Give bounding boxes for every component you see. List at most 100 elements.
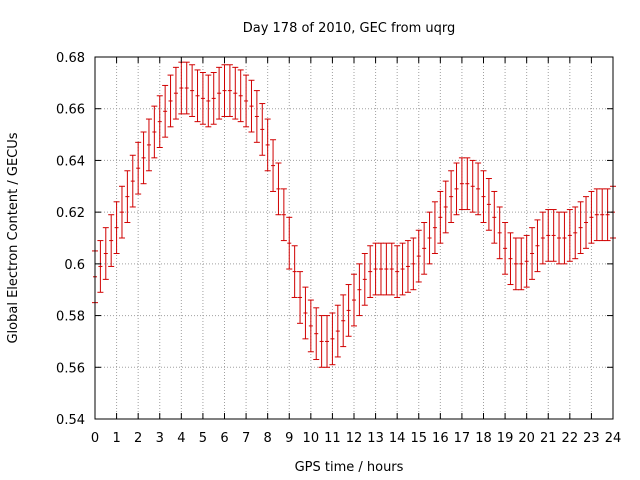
error-bar bbox=[437, 190, 444, 244]
error-bar bbox=[431, 201, 438, 255]
error-bar bbox=[324, 315, 331, 368]
error-bar bbox=[464, 157, 471, 211]
error-bar bbox=[410, 237, 417, 291]
error-bar bbox=[377, 242, 384, 296]
x-tick-label: 6 bbox=[220, 431, 228, 446]
error-bar bbox=[372, 242, 379, 296]
error-bar bbox=[539, 211, 546, 265]
x-tick-label: 19 bbox=[497, 431, 514, 446]
error-bar bbox=[340, 294, 347, 348]
error-bar bbox=[286, 216, 293, 270]
error-bar bbox=[151, 105, 158, 159]
x-axis-label: GPS time / hours bbox=[295, 460, 404, 475]
y-tick-label: 0.68 bbox=[56, 51, 85, 66]
y-tick-label: 0.56 bbox=[56, 361, 85, 376]
error-bar bbox=[156, 95, 163, 148]
error-bar bbox=[491, 190, 498, 244]
error-bar bbox=[545, 209, 552, 262]
error-bar bbox=[216, 66, 223, 120]
error-bar bbox=[210, 72, 217, 125]
error-bar bbox=[415, 229, 422, 283]
error-bar bbox=[145, 118, 152, 172]
error-bar bbox=[469, 159, 476, 213]
error-bar bbox=[194, 69, 201, 123]
error-bar bbox=[253, 90, 260, 143]
x-tick-label: 23 bbox=[583, 431, 600, 446]
y-tick-label: 0.54 bbox=[56, 413, 85, 428]
error-bar bbox=[604, 188, 611, 242]
x-tick-label: 21 bbox=[540, 431, 557, 446]
error-bar bbox=[577, 201, 584, 255]
error-bar bbox=[421, 221, 428, 275]
error-bar bbox=[162, 84, 169, 138]
error-bar bbox=[221, 64, 228, 117]
axis-ticks bbox=[94, 56, 614, 420]
error-bar bbox=[189, 64, 196, 117]
error-bar bbox=[502, 221, 509, 275]
x-tick-label: 5 bbox=[199, 431, 207, 446]
error-bar bbox=[113, 201, 120, 255]
y-tick-label: 0.62 bbox=[56, 206, 85, 221]
error-bar bbox=[534, 219, 541, 273]
error-bar bbox=[167, 74, 174, 128]
error-bar bbox=[512, 237, 519, 291]
error-bar bbox=[556, 211, 563, 265]
x-tick-label: 12 bbox=[346, 431, 363, 446]
error-bar bbox=[453, 162, 460, 216]
error-bar bbox=[351, 273, 357, 327]
error-bar bbox=[356, 263, 363, 317]
error-bar bbox=[507, 232, 514, 286]
error-bar bbox=[361, 253, 368, 306]
error-bar bbox=[448, 170, 455, 223]
error-bar bbox=[388, 242, 395, 296]
x-tick-label: 24 bbox=[605, 431, 622, 446]
error-bar bbox=[237, 69, 244, 123]
x-tick-label: 14 bbox=[389, 431, 406, 446]
x-tick-label: 8 bbox=[264, 431, 272, 446]
error-bar bbox=[583, 196, 590, 249]
error-bar bbox=[264, 118, 271, 172]
x-tick-label: 10 bbox=[303, 431, 320, 446]
x-tick-label: 1 bbox=[112, 431, 120, 446]
error-bar bbox=[259, 103, 266, 156]
x-tick-label: 18 bbox=[475, 431, 492, 446]
error-bar bbox=[318, 315, 325, 368]
error-bar bbox=[205, 74, 212, 128]
y-tick-label: 0.58 bbox=[56, 310, 85, 325]
error-bar bbox=[588, 190, 595, 244]
error-bar bbox=[367, 245, 374, 298]
x-tick-label: 16 bbox=[432, 431, 449, 446]
x-tick-label: 4 bbox=[177, 431, 185, 446]
error-bar bbox=[566, 209, 573, 262]
error-bar bbox=[307, 299, 314, 353]
error-bar bbox=[108, 214, 115, 267]
error-bar bbox=[399, 242, 406, 296]
y-tick-label: 0.6 bbox=[64, 258, 85, 273]
error-bar bbox=[275, 162, 282, 216]
error-bar bbox=[599, 188, 606, 242]
x-tick-label: 2 bbox=[134, 431, 142, 446]
x-tick-label: 20 bbox=[518, 431, 535, 446]
error-bar bbox=[248, 79, 255, 133]
error-bar bbox=[334, 304, 341, 358]
error-bar bbox=[97, 240, 104, 293]
tick-labels: 0 1 2 3 4 5 6 7 8 9 10 11 12 13 14 15 16 17 18 19 20 21 22 23 24… bbox=[56, 51, 621, 446]
error-bar bbox=[183, 61, 190, 115]
error-bar bbox=[404, 240, 411, 293]
error-bar bbox=[199, 72, 206, 125]
error-bar bbox=[232, 66, 239, 120]
error-bar bbox=[529, 227, 536, 280]
error-bar bbox=[345, 284, 352, 337]
grid bbox=[95, 57, 613, 419]
error-bar bbox=[270, 139, 277, 192]
error-bar bbox=[178, 61, 185, 115]
x-tick-label: 9 bbox=[285, 431, 293, 446]
error-bar bbox=[291, 245, 298, 298]
x-tick-label: 15 bbox=[410, 431, 427, 446]
error-bar bbox=[129, 154, 136, 208]
error-bar bbox=[280, 188, 287, 242]
x-tick-label: 22 bbox=[562, 431, 579, 446]
error-bar bbox=[442, 180, 449, 234]
x-tick-label: 13 bbox=[367, 431, 384, 446]
